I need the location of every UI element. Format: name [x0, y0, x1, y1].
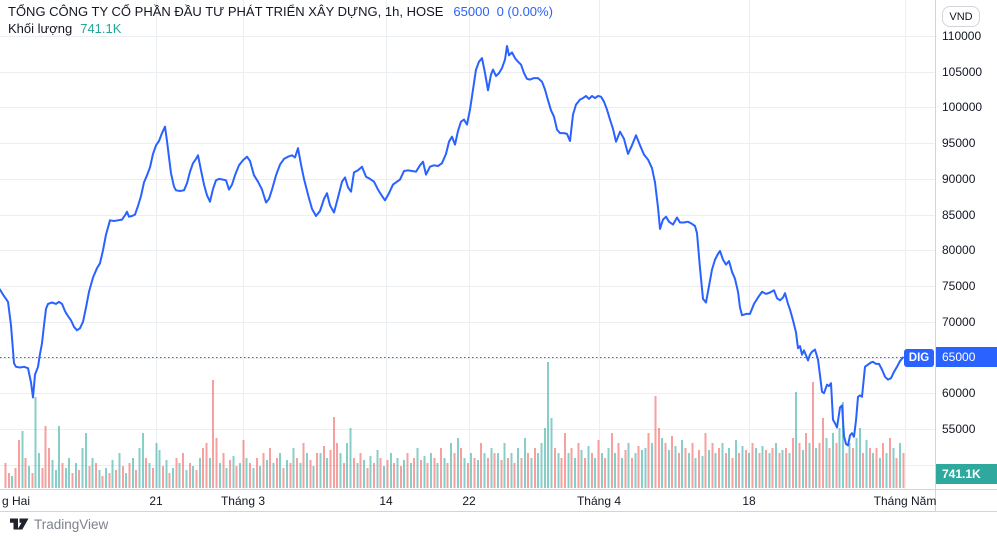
- time-tick-label: 18: [742, 493, 756, 508]
- price-tick-label: 105000: [942, 64, 983, 79]
- tradingview-logo-icon: [10, 518, 29, 530]
- price-line-series: [0, 45, 904, 447]
- time-tick-label: g Hai: [2, 493, 31, 508]
- last-price-axis-label: 65000: [936, 347, 997, 367]
- time-tick-label: 22: [462, 493, 476, 508]
- price-axis[interactable]: 110000 105000 100000 95000 90000 85000 80000 75…: [935, 0, 997, 489]
- tradingview-logo[interactable]: TradingView: [10, 515, 108, 533]
- price-tick-label: 90000: [942, 171, 976, 186]
- price-tick-label: 55000: [942, 421, 976, 436]
- volume-axis-label: 741.1K: [936, 464, 997, 484]
- volume-bars-layer: [4, 362, 905, 488]
- price-tick-label: 110000: [942, 28, 982, 43]
- chart-plot: [0, 0, 935, 489]
- time-tick-label: Tháng 4: [576, 493, 622, 508]
- time-tick-label: Tháng 3: [220, 493, 266, 508]
- currency-toggle-button[interactable]: VND: [942, 6, 980, 27]
- price-tick-label: 85000: [942, 207, 976, 222]
- tradingview-logo-text: TradingView: [34, 516, 109, 532]
- price-tick-label: 80000: [942, 243, 976, 258]
- chart-pane[interactable]: [0, 0, 935, 489]
- price-tick-label: 95000: [942, 136, 976, 151]
- time-tick-label: Tháng Năm: [873, 493, 937, 508]
- time-tick-label: 14: [379, 493, 393, 508]
- symbol-price-label: DIG: [904, 349, 934, 367]
- time-axis[interactable]: g Hai 21 Tháng 3 14 22 Tháng 4 18 Tháng Năm: [0, 489, 997, 512]
- price-tick-label: 70000: [942, 314, 976, 329]
- time-tick-label: 21: [149, 493, 163, 508]
- price-tick-label: 60000: [942, 386, 976, 401]
- grid-layer: [0, 0, 935, 489]
- axis-corner: [935, 490, 997, 511]
- price-tick-label: 75000: [942, 279, 976, 294]
- price-tick-label: 100000: [942, 100, 983, 115]
